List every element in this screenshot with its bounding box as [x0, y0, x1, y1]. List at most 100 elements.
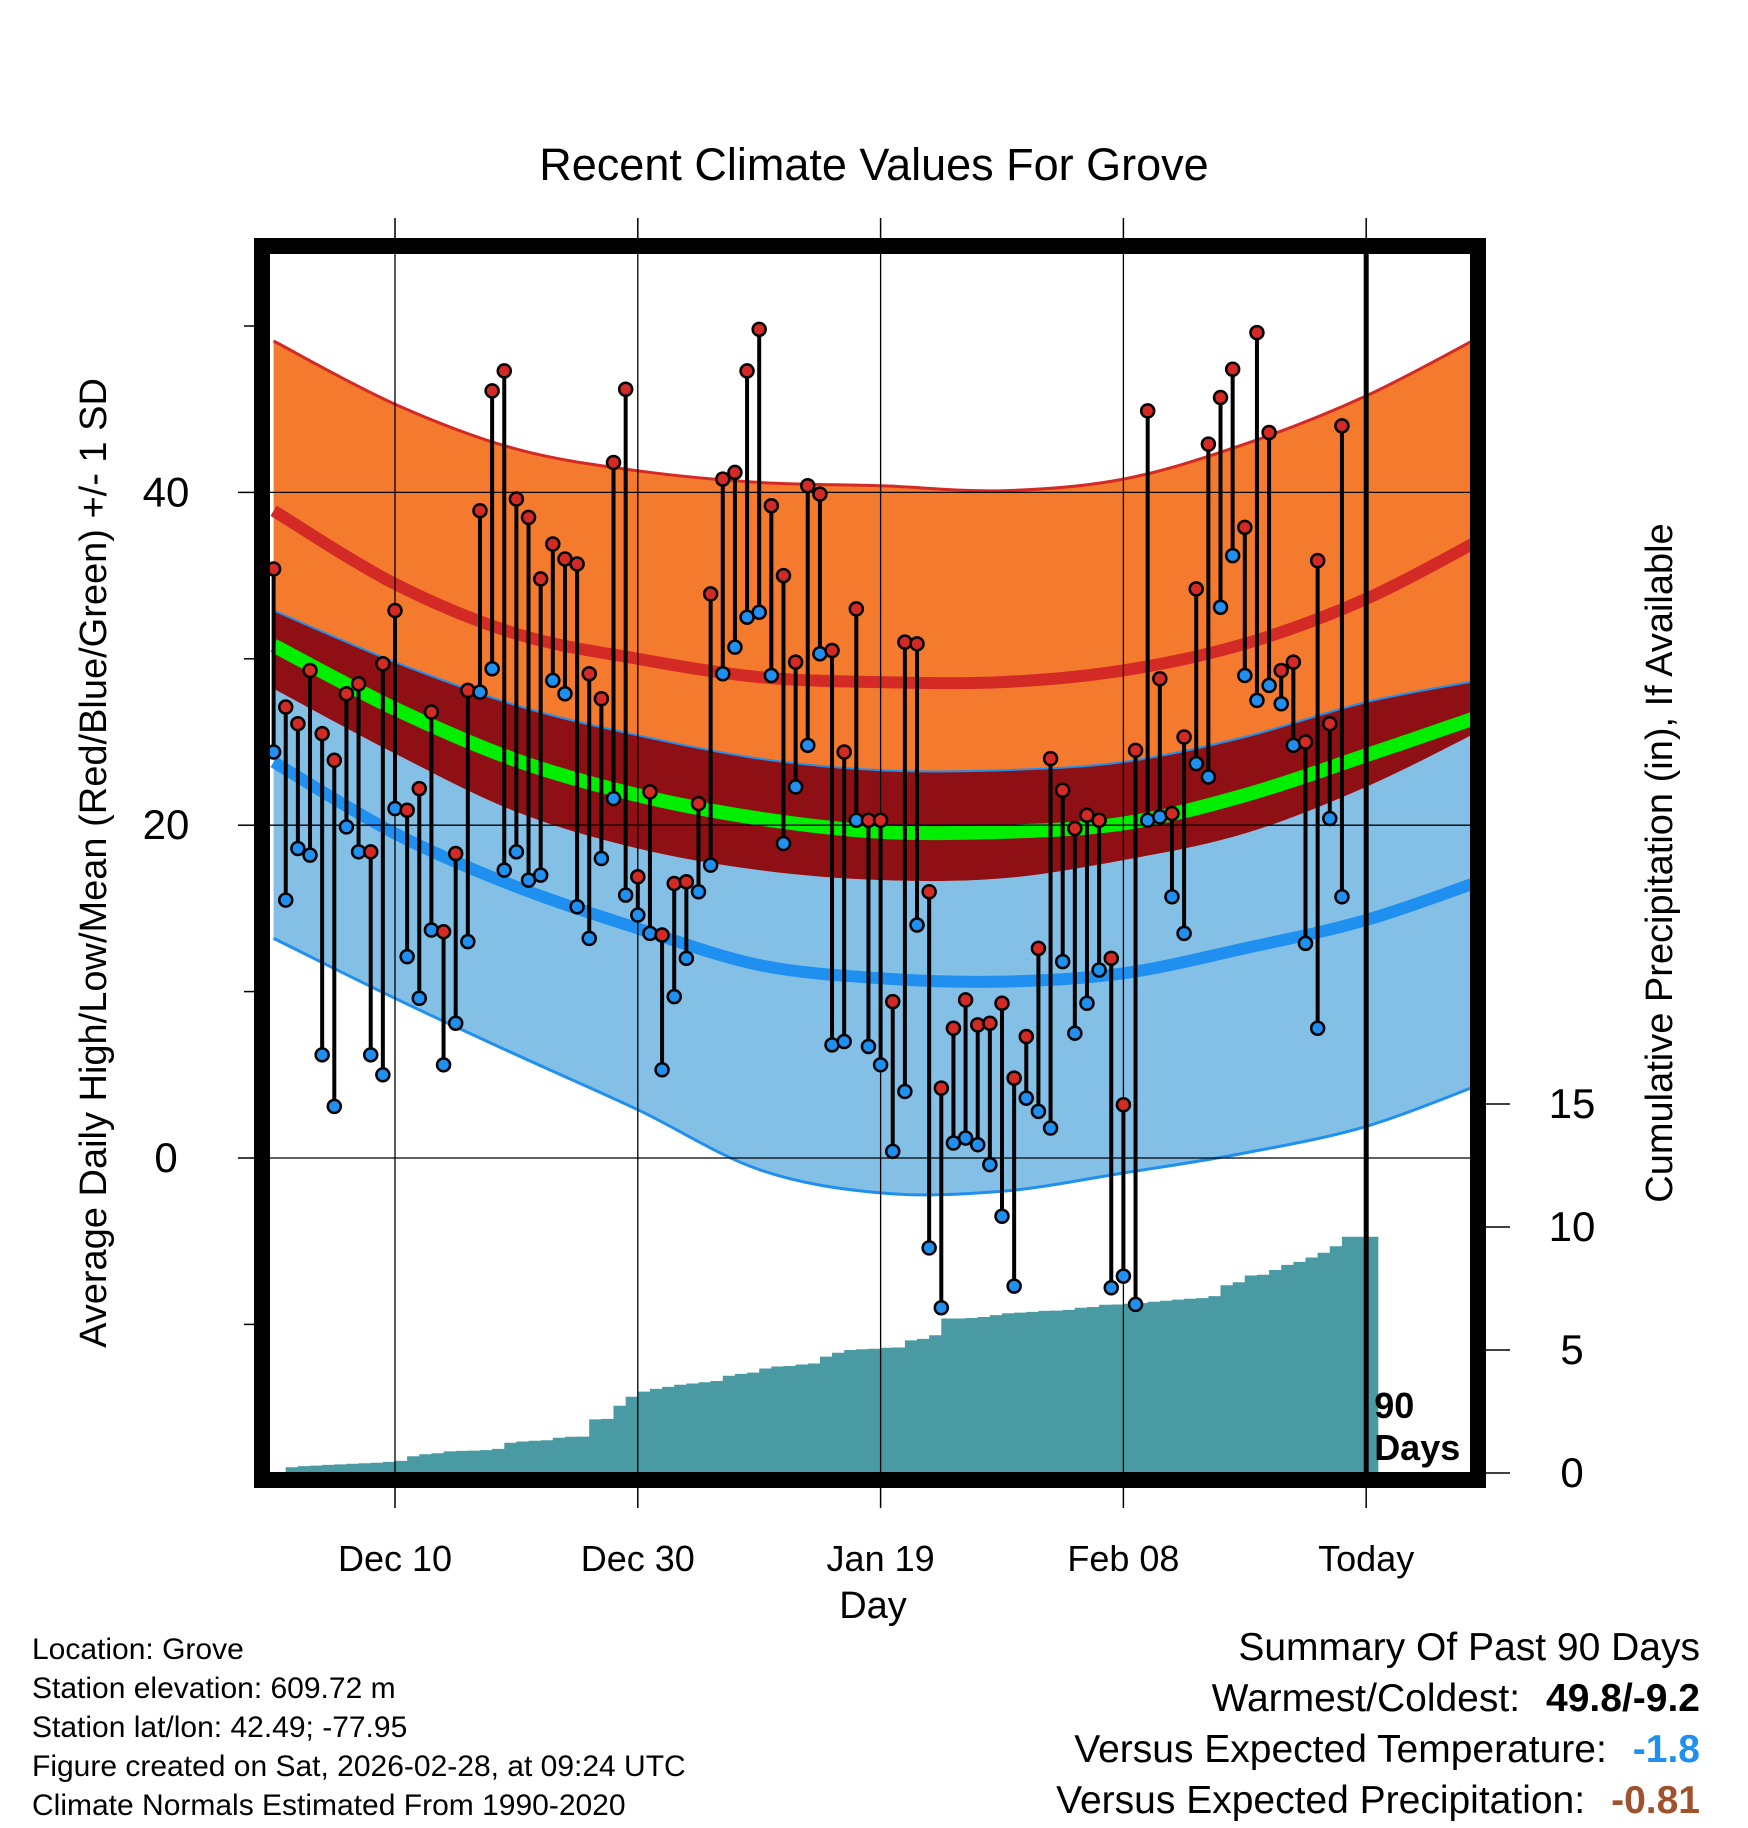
- daily-low-point: [884, 1143, 901, 1160]
- daily-high-point: [1030, 940, 1047, 957]
- daily-low-point: [1200, 769, 1217, 785]
- daily-low-point: [326, 1098, 343, 1115]
- daily-low-point: [593, 850, 610, 867]
- daily-low-point: [447, 1015, 464, 1031]
- daily-high-point: [277, 699, 294, 715]
- daily-low-point: [1224, 547, 1241, 564]
- daily-high-point: [884, 993, 901, 1010]
- daily-low-point: [957, 1130, 974, 1146]
- daily-high-point: [739, 363, 755, 379]
- y2-tick-label: 5: [1560, 1326, 1583, 1373]
- daily-low-point: [775, 835, 792, 852]
- daily-low-point: [1212, 599, 1229, 615]
- daily-low-point: [1042, 1120, 1059, 1136]
- summary-panel: Summary Of Past 90 Days Warmest/Coldest:…: [1056, 1622, 1700, 1826]
- daily-high-point: [1309, 552, 1326, 569]
- daily-high-point: [1176, 729, 1192, 745]
- daily-low-point: [1067, 1025, 1083, 1041]
- daily-low-point: [702, 857, 719, 873]
- daily-low-point: [1188, 755, 1204, 772]
- daily-high-point: [362, 844, 379, 860]
- daily-high-point: [1237, 519, 1253, 536]
- daily-low-point: [1334, 889, 1350, 905]
- daily-high-point: [872, 812, 889, 828]
- daily-high-point: [800, 477, 816, 494]
- daily-high-point: [1103, 950, 1120, 967]
- daily-low-point: [362, 1047, 379, 1063]
- daily-high-point: [1261, 424, 1277, 441]
- daily-low-point: [1261, 677, 1277, 694]
- daily-high-point: [399, 802, 415, 818]
- daily-low-point: [387, 800, 403, 817]
- y-tick-label: 0: [154, 1134, 177, 1181]
- daily-high-point: [460, 682, 476, 699]
- daily-high-point: [569, 556, 585, 572]
- daily-low-point: [897, 1083, 913, 1100]
- daily-low-point: [1164, 889, 1180, 905]
- daily-low-point: [1176, 925, 1192, 942]
- daily-low-point: [982, 1156, 998, 1173]
- daily-high-point: [824, 642, 840, 659]
- daily-high-point: [775, 567, 792, 584]
- daily-high-point: [314, 725, 330, 742]
- daily-high-point: [593, 690, 610, 707]
- daily-high-point: [532, 571, 549, 587]
- created-text: Figure created on Sat, 2026-02-28, at 09…: [32, 1750, 686, 1783]
- daily-low-point: [909, 917, 925, 933]
- daily-high-point: [969, 1017, 986, 1033]
- daily-low-point: [532, 867, 549, 883]
- daily-low-point: [1249, 692, 1265, 709]
- daily-high-point: [338, 685, 355, 702]
- daily-high-point: [1212, 389, 1229, 406]
- y-tick-label: 20: [143, 801, 190, 848]
- daily-high-point: [1273, 662, 1289, 679]
- daily-low-point: [1297, 935, 1314, 952]
- daily-high-point: [411, 780, 428, 797]
- daily-high-point: [690, 795, 707, 812]
- daily-low-point: [1006, 1278, 1022, 1294]
- summary-precip: Versus Expected Precipitation: -0.81: [1056, 1775, 1700, 1826]
- daily-low-point: [1091, 962, 1107, 978]
- daily-low-point: [654, 1062, 670, 1078]
- y-tick-label: 40: [143, 468, 190, 515]
- daily-high-point: [678, 874, 695, 890]
- daily-high-point: [1164, 805, 1180, 822]
- daily-high-point: [1188, 581, 1204, 597]
- normal-low-band: [273, 688, 1478, 1195]
- daily-low-point: [933, 1300, 950, 1316]
- daily-high-point: [666, 875, 682, 892]
- daily-high-point: [1152, 671, 1168, 687]
- daily-high-point: [812, 486, 828, 502]
- y2-axis-label: Cumulative Precipitation (in), If Availa…: [1639, 523, 1681, 1202]
- x-tick-label: Jan 19: [827, 1538, 935, 1579]
- daily-high-point: [387, 602, 403, 619]
- daily-low-point: [727, 639, 743, 655]
- daily-high-point: [654, 927, 670, 943]
- axes: Dec 10 Dec 30 Jan 19 Feb 08 Today 0 20 40 0 5 10 15: [143, 218, 1595, 1579]
- daily-high-point: [630, 869, 646, 885]
- daily-low-point: [1273, 695, 1289, 712]
- daily-low-point: [751, 604, 767, 620]
- daily-low-point: [690, 884, 707, 900]
- daily-high-point: [472, 502, 488, 519]
- daily-high-point: [727, 464, 743, 481]
- daily-high-point: [909, 636, 925, 652]
- warm-cold-value: 49.8/-9.2: [1546, 1677, 1700, 1720]
- daily-low-point: [508, 844, 525, 860]
- daily-low-point: [763, 667, 780, 684]
- daily-high-point: [435, 923, 452, 940]
- location-text: Location: Grove: [32, 1633, 244, 1666]
- daily-low-point: [994, 1208, 1010, 1224]
- elevation-text: Station elevation: 609.72 m: [32, 1672, 396, 1705]
- daily-low-point: [605, 790, 622, 807]
- y-axis-label: Average Daily High/Low/Mean (Red/Blue/Gr…: [73, 378, 115, 1348]
- daily-high-point: [1334, 418, 1350, 434]
- daily-high-point: [1091, 812, 1107, 828]
- daily-high-point: [617, 381, 634, 397]
- chart-title: Recent Climate Values For Grove: [539, 139, 1208, 190]
- today-days-label: 90 Days: [1374, 1385, 1460, 1468]
- daily-low-point: [666, 988, 682, 1005]
- daily-high-point: [375, 656, 391, 672]
- latlon-text: Station lat/lon: 42.49; -77.95: [32, 1711, 408, 1744]
